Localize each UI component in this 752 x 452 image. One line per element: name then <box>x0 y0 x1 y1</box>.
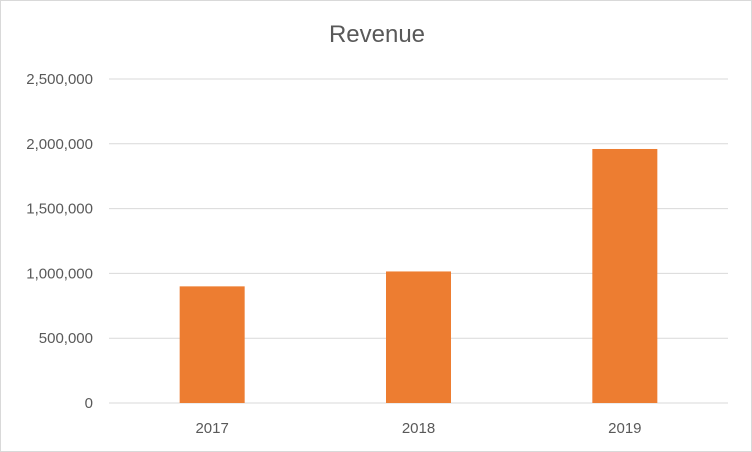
bar-2019 <box>592 148 658 403</box>
bar-2018 <box>386 271 451 403</box>
x-tick-label: 2017 <box>195 420 228 437</box>
y-tick-label: 500,000 <box>39 330 93 347</box>
x-tick-label: 2019 <box>608 420 641 437</box>
bar-2017 <box>179 286 245 403</box>
y-tick-label: 1,000,000 <box>26 265 93 282</box>
y-tick-label: 1,500,000 <box>26 201 93 218</box>
y-tick-label: 2,000,000 <box>26 136 93 153</box>
y-tick-label: 2,500,000 <box>26 71 93 88</box>
x-tick-label: 2018 <box>402 420 435 437</box>
y-tick-label: 0 <box>85 395 93 412</box>
chart-title: Revenue <box>328 21 426 48</box>
